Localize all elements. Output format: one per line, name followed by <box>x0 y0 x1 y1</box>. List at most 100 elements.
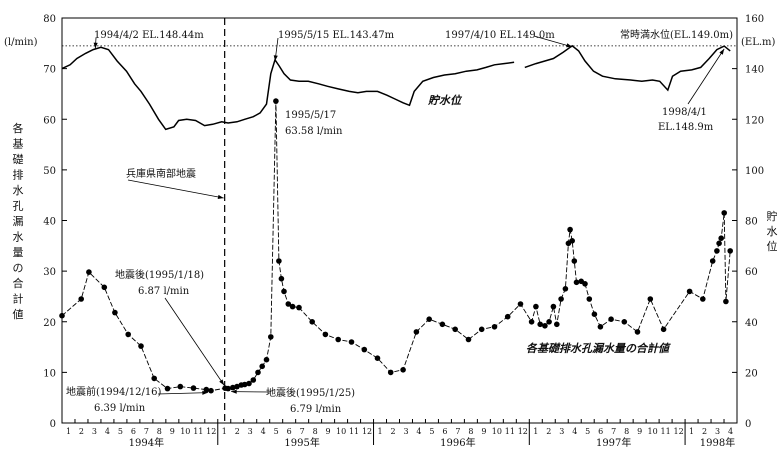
leakage-point <box>335 336 342 343</box>
leakage-point <box>554 321 560 328</box>
month-label: 5 <box>585 427 590 436</box>
leakage-point <box>208 387 214 394</box>
annotation-ws-1997: 1997/4/10 EL.149.0m <box>445 30 555 41</box>
year-label: 1996年 <box>440 436 475 449</box>
leakage-point <box>571 258 578 264</box>
leakage-point <box>723 298 729 305</box>
leakage-point <box>573 279 580 286</box>
left-axis-title-char: 合 <box>13 276 24 290</box>
right-tick-label: 20 <box>745 368 758 379</box>
leakage-point <box>273 98 279 104</box>
leakage-point <box>234 383 240 390</box>
year-label: 1997年 <box>596 436 631 449</box>
month-label: 2 <box>79 427 84 436</box>
annotation-pre-quake-value: 6.39 l/min <box>94 403 146 414</box>
month-label: 11 <box>193 427 203 436</box>
annotation-post-quake-1-value: 6.87 l/min <box>138 286 190 297</box>
left-axis-title-char: 水 <box>13 231 24 244</box>
water-level-line <box>61 46 515 131</box>
leakage-point <box>647 296 654 302</box>
month-label: 2 <box>235 427 240 436</box>
water-level-line-segment-2 <box>524 44 731 92</box>
right-tick-label: 120 <box>745 115 764 126</box>
leakage-point <box>465 336 472 343</box>
leader-ws-1998-head <box>719 48 725 55</box>
annotation-peak-date: 1995/5/17 <box>285 110 336 121</box>
left-tick-label: 10 <box>43 368 56 379</box>
left-axis-title-char: 計 <box>13 292 24 306</box>
left-axis-title-char: 孔 <box>13 200 24 213</box>
leakage-point <box>59 312 65 319</box>
month-label: 12 <box>362 427 372 436</box>
month-label: 1 <box>66 427 71 436</box>
month-label: 1 <box>377 427 382 436</box>
month-label: 12 <box>673 427 683 436</box>
leakage-point <box>537 321 543 328</box>
right-tick-label: 40 <box>745 318 758 329</box>
leakage-point <box>246 380 252 387</box>
leakage-point <box>582 281 588 287</box>
left-axis-title-char: 礎 <box>13 153 24 166</box>
left-tick-label: 80 <box>43 14 56 25</box>
leakage-point <box>276 258 282 264</box>
month-label: 10 <box>336 427 346 436</box>
leakage-point <box>259 363 266 370</box>
leader-ws-1997 <box>533 35 573 48</box>
month-label: 7 <box>144 427 149 436</box>
leakage-point <box>546 319 552 325</box>
leakage-point <box>255 369 261 376</box>
leakage-point <box>716 240 722 247</box>
annotation-pre-quake: 地震前(1994/12/16) <box>66 385 162 398</box>
right-tick-label: 100 <box>745 166 764 177</box>
earthquake-label: 兵庫県南部地震 <box>126 167 196 180</box>
leakage-point <box>309 319 316 325</box>
month-label: 8 <box>468 427 473 436</box>
leakage-point <box>112 309 118 316</box>
right-axis-title-char: 位 <box>767 239 778 253</box>
leakage-point <box>348 339 355 345</box>
leakage-point <box>517 301 524 307</box>
leakage-point <box>478 326 485 333</box>
right-tick-label: 60 <box>745 267 758 278</box>
leakage-point <box>718 235 724 241</box>
month-label: 10 <box>648 427 658 436</box>
year-label: 1998年 <box>700 436 735 449</box>
leakage-point <box>151 375 157 382</box>
left-axis-title-char: 各 <box>13 121 24 135</box>
leakage-point <box>727 248 733 254</box>
leader-ws-1997-head <box>566 43 573 48</box>
month-label: 5 <box>429 427 434 436</box>
series-label-leakage: 各基礎排水孔漏水量の合計値 <box>526 342 671 355</box>
leakage-point <box>250 377 257 383</box>
leakage-point <box>721 210 727 216</box>
leakage-point <box>550 303 557 310</box>
annotation-post-quake-2: 地震後(1995/1/25) <box>266 386 355 399</box>
leakage-point <box>452 326 459 333</box>
right-tick-label: 140 <box>745 65 764 76</box>
month-label: 11 <box>661 427 671 436</box>
month-label: 6 <box>442 427 447 436</box>
leakage-point <box>621 319 628 325</box>
leakage-point <box>569 238 575 244</box>
month-label: 3 <box>715 427 720 436</box>
left-tick-label: 20 <box>43 318 56 329</box>
leader-earthquake <box>127 179 224 199</box>
leader-pre-quake-head <box>202 390 209 395</box>
leakage-point <box>296 304 302 311</box>
right-tick-label: 80 <box>745 217 758 228</box>
month-label: 4 <box>728 427 733 436</box>
month-label: 7 <box>611 427 616 436</box>
left-axis-title-char: 水 <box>13 184 24 197</box>
leakage-point <box>709 258 716 264</box>
month-label: 12 <box>206 427 216 436</box>
leader-ws-1998 <box>687 48 725 105</box>
left-axis-unit: (l/min) <box>4 37 38 48</box>
leakage-point <box>263 356 270 363</box>
leakage-point <box>700 296 706 302</box>
month-label: 6 <box>598 427 603 436</box>
left-axis-title-char: 漏 <box>13 215 24 228</box>
leakage-point <box>138 343 144 349</box>
left-axis-title-char: 基 <box>13 138 24 151</box>
leakage-point <box>542 323 548 329</box>
leader-post-quake-2-head <box>231 389 237 394</box>
